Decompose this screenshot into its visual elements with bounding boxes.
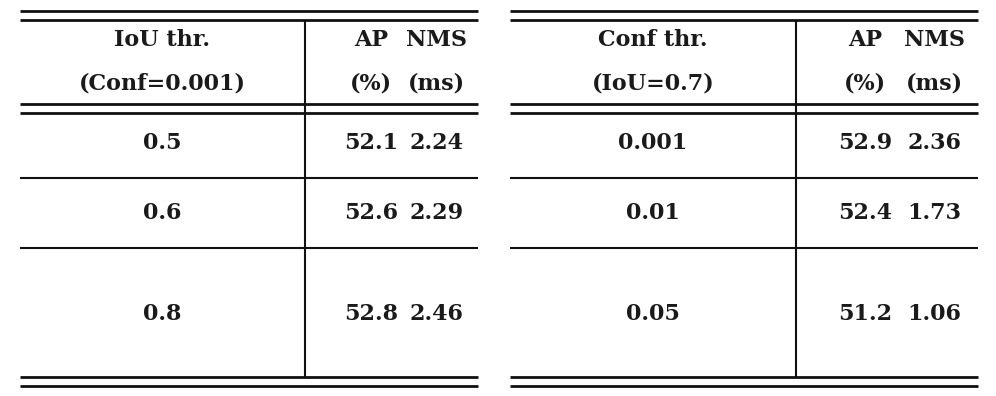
Text: AP: AP [849, 29, 882, 51]
Text: 52.1: 52.1 [344, 132, 397, 154]
Text: 2.36: 2.36 [907, 132, 961, 154]
Text: (%): (%) [350, 72, 391, 95]
Text: 0.8: 0.8 [143, 303, 181, 326]
Text: (Conf=0.001): (Conf=0.001) [79, 72, 246, 95]
Text: 52.4: 52.4 [839, 202, 892, 224]
Text: 1.73: 1.73 [907, 202, 961, 224]
Text: 0.05: 0.05 [626, 303, 680, 326]
Text: 0.6: 0.6 [143, 202, 181, 224]
Text: NMS: NMS [903, 29, 965, 51]
Text: 2.46: 2.46 [409, 303, 463, 326]
Text: AP: AP [354, 29, 387, 51]
Text: (ms): (ms) [905, 72, 963, 95]
Text: 52.8: 52.8 [344, 303, 397, 326]
Text: (%): (%) [844, 72, 886, 95]
Text: 51.2: 51.2 [838, 303, 892, 326]
Text: 1.06: 1.06 [907, 303, 961, 326]
Text: NMS: NMS [406, 29, 467, 51]
Text: 0.01: 0.01 [626, 202, 680, 224]
Text: (IoU=0.7): (IoU=0.7) [592, 72, 714, 95]
Text: 2.29: 2.29 [409, 202, 463, 224]
Text: 0.5: 0.5 [143, 132, 181, 154]
Text: IoU thr.: IoU thr. [115, 29, 210, 51]
Text: 0.001: 0.001 [619, 132, 687, 154]
Text: 52.9: 52.9 [838, 132, 892, 154]
Text: 2.24: 2.24 [409, 132, 463, 154]
Text: 52.6: 52.6 [344, 202, 397, 224]
Text: (ms): (ms) [408, 72, 465, 95]
Text: Conf thr.: Conf thr. [599, 29, 708, 51]
